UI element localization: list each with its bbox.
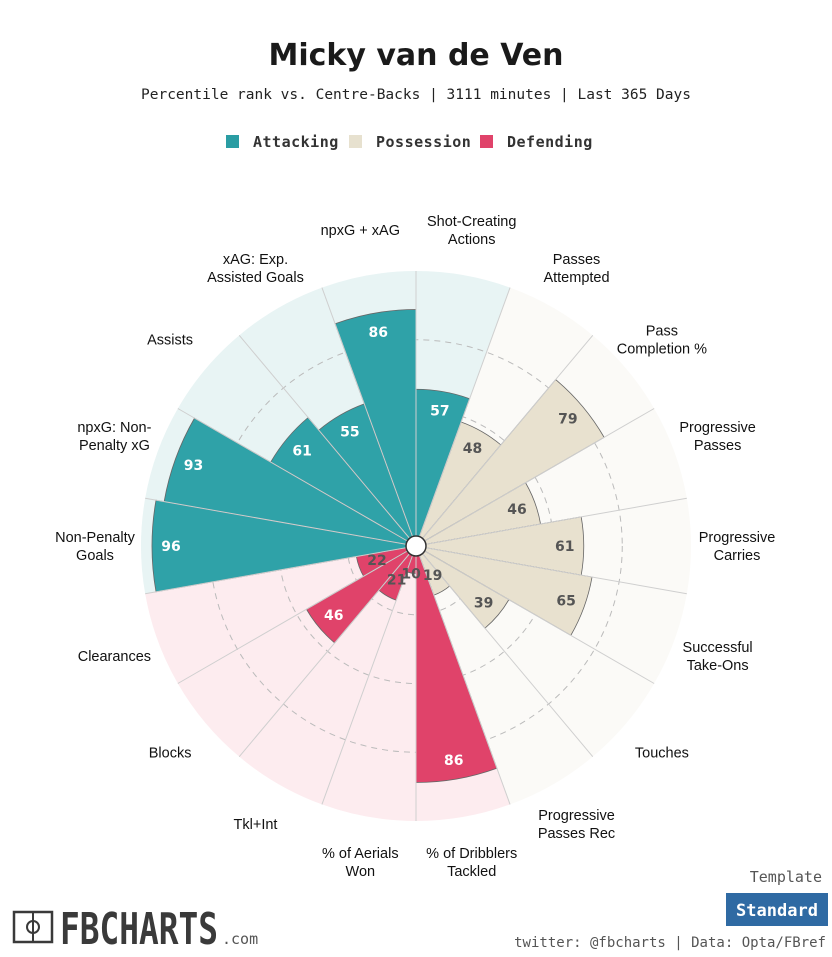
legend-label-defending: Defending bbox=[507, 133, 593, 151]
category-label-npxg-xag: npxG + xAG bbox=[321, 223, 400, 239]
template-badge-text: Standard bbox=[736, 901, 818, 921]
fbcharts-logo: FBCHARTS .com bbox=[12, 904, 258, 955]
legend-label-attacking: Attacking bbox=[253, 133, 339, 151]
divider-5 bbox=[415, 545, 687, 595]
category-label-xag-exp-assisted-goals: xAG: Exp. Assisted Goals bbox=[207, 252, 304, 286]
category-label-touches: Touches bbox=[635, 745, 689, 761]
divider-4 bbox=[415, 497, 687, 547]
category-label-of-dribblers-tackled: % of Dribblers Tackled bbox=[426, 846, 517, 880]
value-label-xag-exp-assisted-goals: 55 bbox=[340, 425, 359, 441]
divider-7 bbox=[415, 545, 594, 757]
category-label-successful-take-ons: Successful Take-Ons bbox=[683, 640, 753, 674]
logo-suffix: .com bbox=[222, 930, 258, 948]
divider-6 bbox=[415, 545, 655, 684]
chart-subtitle: Percentile rank vs. Centre-Backs | 3111 … bbox=[141, 87, 691, 103]
value-label-progressive-carries: 61 bbox=[555, 539, 574, 555]
value-label-passes-attempted: 48 bbox=[463, 441, 482, 457]
logo-text: FBCHARTS bbox=[60, 904, 218, 955]
value-label-blocks: 46 bbox=[324, 608, 343, 624]
value-label-progressive-passes-rec: 19 bbox=[423, 568, 442, 584]
slice-bg-clearances bbox=[145, 546, 416, 684]
category-label-passes-attempted: Passes Attempted bbox=[543, 252, 609, 286]
value-label-pass-completion: 79 bbox=[558, 412, 577, 428]
slice-bars bbox=[151, 309, 605, 783]
category-label-non-penalty-goals: Non-Penalty Goals bbox=[55, 530, 136, 564]
slice-bg-tkl-int bbox=[239, 546, 416, 805]
value-label-progressive-passes: 46 bbox=[507, 502, 526, 518]
value-label-shot-creating-actions: 57 bbox=[430, 403, 449, 419]
legend-swatch-attacking bbox=[226, 135, 239, 148]
category-label-shot-creating-actions: Shot-Creating Actions bbox=[427, 214, 516, 248]
divider-15 bbox=[177, 408, 417, 547]
center-dot bbox=[405, 535, 427, 557]
category-label-blocks: Blocks bbox=[149, 745, 192, 761]
category-label-clearances: Clearances bbox=[78, 649, 151, 665]
category-label-pass-completion: Pass Completion % bbox=[617, 324, 707, 358]
value-label-of-dribblers-tackled: 86 bbox=[444, 753, 463, 769]
divider-13 bbox=[145, 545, 417, 595]
divider-16 bbox=[238, 335, 417, 547]
value-label-npxg-xag: 86 bbox=[368, 325, 387, 341]
legend: Attacking Possession Defending bbox=[226, 133, 593, 151]
category-label-progressive-carries: Progressive Carries bbox=[699, 530, 776, 564]
divider-8 bbox=[415, 545, 511, 805]
category-label-progressive-passes: Progressive Passes bbox=[679, 420, 756, 454]
category-label-assists: Assists bbox=[147, 333, 193, 349]
value-label-assists: 61 bbox=[292, 443, 311, 459]
slice-bg-of-aerials-won bbox=[321, 546, 416, 821]
chart-title: Micky van de Ven bbox=[268, 38, 563, 73]
value-label-npxg-non-penalty-xg: 93 bbox=[184, 458, 203, 474]
divider-14 bbox=[145, 497, 417, 547]
legend-swatch-possession bbox=[349, 135, 362, 148]
value-label-tkl-int: 21 bbox=[387, 573, 406, 589]
category-label-progressive-passes-rec: Progressive Passes Rec bbox=[538, 808, 615, 842]
divider-2 bbox=[415, 335, 594, 547]
divider-17 bbox=[321, 287, 417, 547]
data-credit: twitter: @fbcharts | Data: Opta/FBref bbox=[514, 935, 826, 951]
category-label-tkl-int: Tkl+Int bbox=[234, 817, 278, 833]
divider-1 bbox=[415, 287, 511, 547]
divider-12 bbox=[177, 545, 417, 684]
template-label: Template bbox=[750, 868, 822, 886]
legend-swatch-defending bbox=[480, 135, 493, 148]
value-label-touches: 39 bbox=[474, 596, 493, 612]
divider-10 bbox=[321, 545, 417, 805]
template-badge bbox=[726, 893, 828, 926]
divider-11 bbox=[238, 545, 417, 757]
value-label-successful-take-ons: 65 bbox=[556, 594, 575, 610]
category-label-of-aerials-won: % of Aerials Won bbox=[322, 846, 399, 880]
category-label-npxg-non-penalty-xg: npxG: Non-Penalty xG bbox=[77, 420, 151, 454]
category-labels: Shot-Creating Actions Passes Attempted Pass C… bbox=[55, 214, 775, 880]
legend-label-possession: Possession bbox=[376, 133, 471, 151]
divider-3 bbox=[415, 408, 655, 547]
slice-dividers bbox=[145, 271, 687, 821]
value-label-clearances: 22 bbox=[367, 553, 386, 569]
value-label-of-aerials-won: 10 bbox=[401, 567, 421, 583]
slice-bg-progressive-passes-rec bbox=[416, 546, 593, 805]
value-label-non-penalty-goals: 96 bbox=[161, 539, 180, 555]
pitch-icon-circle bbox=[26, 920, 40, 934]
